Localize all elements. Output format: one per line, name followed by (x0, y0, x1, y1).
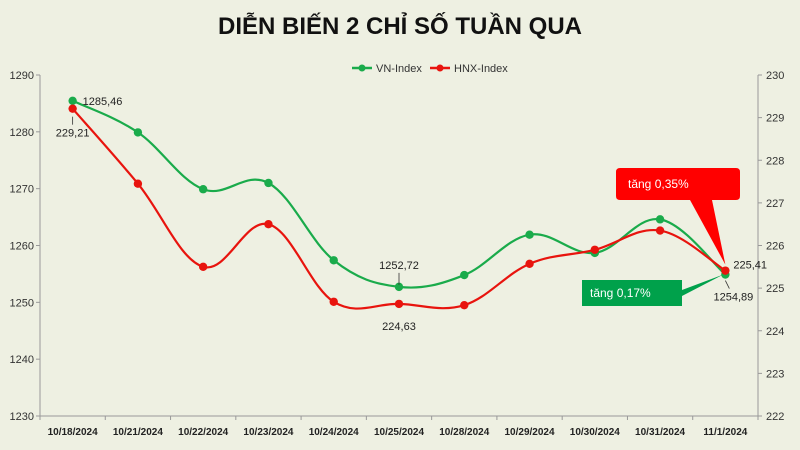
data-labels: 1285,46 229,21 1252,72 224,63 225,41 1254,89 (56, 96, 767, 333)
series-1-point (133, 179, 143, 188)
series-0-point (264, 178, 273, 188)
left-tick-label: 1290 (10, 70, 34, 82)
callout-green-shape (582, 274, 724, 306)
data-label: 1252,72 (379, 260, 419, 272)
series-1-point (68, 104, 77, 113)
data-label: 1254,89 (713, 292, 753, 304)
series-1-point (264, 219, 273, 229)
right-tick-label: 223 (766, 368, 784, 380)
legend-marker-0 (358, 64, 366, 72)
legend-label-0: VN-Index (376, 63, 422, 75)
left-tick-label: 1250 (10, 297, 34, 309)
series-0-point (133, 128, 143, 137)
series-1-point (394, 299, 404, 309)
series-1-point (460, 300, 469, 310)
right-tick-label: 224 (766, 326, 784, 338)
x-tick-label: 10/23/2024 (243, 427, 293, 438)
legend-label-1: HNX-Index (454, 63, 508, 75)
series-points (68, 96, 730, 310)
data-label: 225,41 (733, 260, 767, 272)
series-1-point (721, 266, 730, 275)
label-leader (725, 280, 730, 289)
series-1-point (525, 259, 534, 269)
series-0-point (460, 270, 469, 280)
series-1-point (329, 297, 338, 306)
left-tick-label: 1240 (10, 354, 34, 366)
left-tick-label: 1280 (10, 127, 34, 139)
callout-red-text: tăng 0,35% (628, 177, 689, 191)
x-tick-label: 10/18/2024 (48, 427, 98, 438)
x-tick-label: 10/31/2024 (635, 427, 685, 438)
series-1-point (655, 226, 665, 235)
series-0-point (394, 282, 404, 292)
callouts: tăng 0,35% tăng 0,17% (582, 168, 740, 306)
x-tick-label: 10/21/2024 (113, 427, 163, 438)
series-0-point (68, 96, 77, 106)
x-tick-label: 10/30/2024 (570, 427, 620, 438)
left-tick-label: 1230 (10, 411, 34, 423)
x-tick-label: 11/1/2024 (703, 427, 747, 438)
series-0-point (525, 230, 534, 239)
data-label: 229,21 (56, 128, 90, 140)
chart-title: DIỄN BIẾN 2 CHỈ SỐ TUẦN QUA (218, 11, 582, 40)
legend-marker-1 (436, 64, 444, 72)
series-0-point (329, 256, 338, 265)
data-label: 224,63 (382, 321, 416, 333)
x-tick-label: 10/28/2024 (439, 427, 489, 438)
right-tick-label: 228 (766, 155, 784, 167)
series-1-point (198, 262, 208, 272)
right-tick-label: 222 (766, 411, 784, 423)
legend: VN-Index HNX-Index (352, 63, 508, 75)
series-1-point (590, 245, 600, 254)
series-line-1 (71, 107, 726, 310)
x-tick-label: 10/25/2024 (374, 427, 424, 438)
callout-red-shape (616, 168, 740, 265)
x-tick-label: 10/29/2024 (505, 427, 555, 438)
axes: 1230 1240 1250 1260 1270 1280 1290 222 223 224 225… (10, 70, 785, 438)
series-0-point (655, 215, 665, 224)
right-tick-label: 230 (766, 70, 784, 82)
left-tick-label: 1270 (10, 184, 34, 196)
callout-green-text: tăng 0,17% (590, 286, 651, 300)
right-tick-label: 227 (766, 198, 784, 210)
right-tick-label: 226 (766, 241, 784, 253)
right-tick-label: 225 (766, 283, 784, 295)
series-0-point (198, 185, 208, 194)
data-label: 1285,46 (83, 96, 123, 108)
right-tick-label: 229 (766, 113, 784, 125)
left-tick-label: 1260 (10, 241, 34, 253)
x-tick-label: 10/22/2024 (178, 427, 228, 438)
x-tick-label: 10/24/2024 (309, 427, 359, 438)
